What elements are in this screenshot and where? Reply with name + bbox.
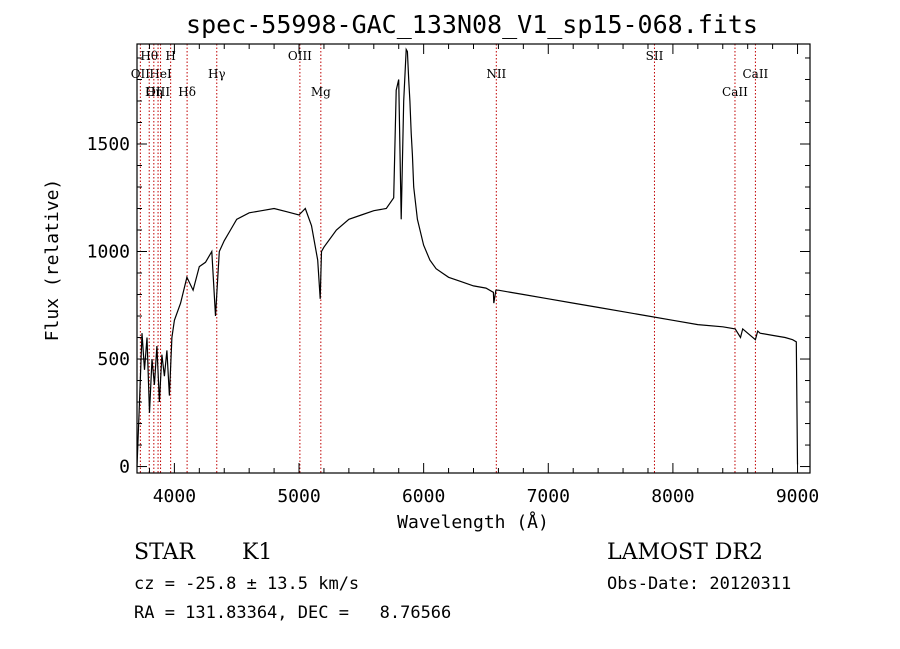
x-tick-label: 6000 — [402, 486, 445, 507]
plot-frame — [136, 43, 811, 474]
spectral-line-label: NII — [486, 67, 506, 81]
y-tick-label: 0 — [119, 457, 130, 478]
ra-dec: RA = 131.83364, DEC = 8.76566 — [134, 603, 452, 623]
x-tick-label: 8000 — [651, 486, 694, 507]
spectral-line-label: H — [165, 49, 175, 63]
spectral-line-label: Hδ — [178, 85, 196, 99]
spectral-line-label: Mg — [311, 85, 331, 99]
chart-title: spec-55998-GAC_133N08_V1_sp15-068.fits — [186, 10, 758, 39]
spectrum-line — [136, 47, 799, 467]
y-tick-label: 1500 — [87, 134, 130, 155]
spectral-line-label: OIII — [288, 49, 312, 63]
spectral-line-label: Hγ — [208, 67, 226, 81]
x-tick-label: 5000 — [277, 486, 320, 507]
spectral-line-label: HeI — [149, 67, 172, 81]
object-class: STAR — [134, 540, 195, 565]
x-tick-label: 7000 — [527, 486, 570, 507]
axis-ticks: 4000 5000 6000 7000 8000 9000 0 500 1000 1500 — [87, 44, 819, 507]
x-axis-label: Wavelength (Å) — [397, 511, 549, 533]
spectral-line-label: SII — [646, 49, 664, 63]
spectral-line-label: OII — [131, 67, 151, 81]
object-subclass: K1 — [242, 540, 273, 565]
spectral-line-label: Hθ — [140, 49, 158, 63]
y-tick-label: 1000 — [87, 242, 130, 263]
spectral-line-label: CaII — [722, 85, 748, 99]
spectral-line-label: OIII — [146, 85, 170, 99]
y-axis-label: Flux (relative) — [42, 179, 63, 342]
y-tick-label: 500 — [97, 349, 130, 370]
observation-date: Obs-Date: 20120311 — [607, 574, 792, 594]
x-tick-label: 4000 — [153, 486, 196, 507]
survey-name: LAMOST DR2 — [607, 540, 763, 565]
spectral-line-label: CaII — [742, 67, 768, 81]
x-tick-label: 9000 — [776, 486, 819, 507]
redshift-cz: cz = -25.8 ± 13.5 km/s — [134, 574, 360, 594]
spectral-line-label: Hη — [145, 85, 163, 99]
